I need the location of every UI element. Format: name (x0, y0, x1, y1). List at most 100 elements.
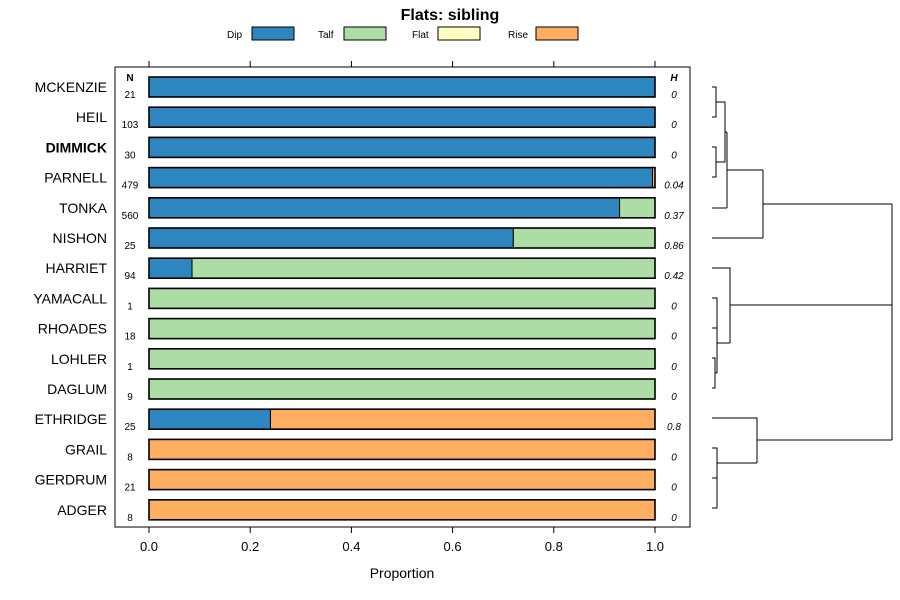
n-value: 560 (122, 211, 139, 222)
bar-segment-talf (148, 287, 656, 309)
x-tick-label: 1.0 (646, 539, 664, 554)
plot-frame (114, 66, 691, 528)
bar-outline (148, 287, 656, 310)
h-value: 0 (671, 332, 677, 343)
bar-outline (148, 227, 656, 249)
bar-outline (148, 106, 656, 128)
h-column-header: H (670, 73, 678, 84)
bar-segment-rise (148, 438, 656, 460)
bar-segment-talf (191, 257, 656, 279)
bar-segment-dip (148, 136, 656, 158)
bar-segment-rise (269, 408, 656, 430)
chart-title: Flats: sibling (401, 7, 500, 24)
h-value: 0 (671, 362, 677, 373)
h-value: 0.86 (664, 241, 684, 252)
h-value: 0 (671, 513, 677, 524)
bar-segment-dip (148, 257, 193, 279)
bar-outline (148, 498, 656, 521)
legend-label-flat: Flat (412, 30, 429, 41)
n-value: 21 (124, 483, 136, 494)
bar-segment-dip (148, 167, 653, 189)
bar-segment-talf (148, 378, 656, 400)
bar-segment-dip (148, 227, 514, 249)
dendrogram-branch (712, 297, 718, 329)
category-label: HEIL (76, 109, 107, 125)
category-label: ADGER (57, 502, 107, 518)
x-tick-label: 0.4 (342, 539, 360, 554)
bar-outline (148, 347, 656, 370)
h-value: 0.8 (667, 422, 681, 433)
dendrogram-branch (712, 357, 716, 389)
n-value: 21 (124, 90, 136, 101)
category-label: DIMMICK (46, 139, 107, 155)
legend-swatch-talf (343, 26, 387, 41)
x-tick-label: 0.0 (140, 539, 158, 554)
h-value: 0 (671, 150, 677, 161)
n-value: 479 (122, 181, 139, 192)
dendrogram-branch (712, 417, 758, 463)
bar-segment-talf (148, 348, 656, 370)
n-value: 1 (127, 362, 133, 373)
bar-outline (148, 197, 656, 219)
h-value: 0 (671, 301, 677, 312)
bar-segment-dip (148, 197, 621, 219)
n-value: 18 (124, 332, 136, 343)
x-tick-label: 0.2 (241, 539, 259, 554)
bar-outline (148, 378, 656, 400)
h-value: 0.37 (664, 211, 684, 222)
bar-outline (148, 408, 656, 431)
dendrogram-branch (718, 101, 726, 163)
n-value: 8 (127, 513, 133, 524)
n-value: 8 (127, 452, 133, 463)
category-label: NISHON (53, 230, 107, 246)
bar-outline (148, 76, 656, 98)
n-value: 94 (124, 271, 136, 282)
h-value: 0.04 (664, 181, 684, 192)
dendrogram-branch (712, 478, 718, 509)
x-axis: 0.0 0.2 0.4 0.6 0.8 1.0 (140, 61, 664, 554)
legend-label-rise: Rise (508, 30, 528, 41)
category-label: RHOADES (38, 321, 107, 337)
dendrogram-branch (712, 447, 718, 479)
bar-outline (148, 468, 656, 491)
bar-outline (148, 136, 656, 159)
legend: Dip Talf Flat Rise (227, 26, 579, 41)
n-value: 103 (122, 120, 139, 131)
x-axis-label: Proportion (370, 565, 435, 581)
bar-outline (148, 166, 656, 189)
bar-outline (148, 317, 656, 340)
n-value: 30 (124, 150, 136, 161)
category-label: LOHLER (51, 351, 107, 367)
bar-segment-talf (619, 197, 656, 219)
dendrogram-branch (712, 86, 717, 118)
bar-segment-dip (148, 408, 271, 430)
legend-swatch-flat (437, 26, 481, 41)
bar-segment-talf (148, 318, 656, 340)
h-value: 0 (671, 452, 677, 463)
dendrogram (712, 86, 893, 509)
x-tick-label: 0.6 (444, 539, 462, 554)
h-value: 0 (671, 90, 677, 101)
bar-outline (148, 438, 656, 461)
category-label: DAGLUM (47, 381, 107, 397)
bar-segment-talf (512, 227, 656, 249)
category-label: GERDRUM (35, 472, 107, 488)
category-label: GRAIL (65, 441, 107, 457)
bar-segment-rise (148, 469, 656, 491)
legend-label-dip: Dip (227, 30, 242, 41)
n-column-header: N (126, 73, 133, 84)
h-value: 0.42 (664, 271, 684, 282)
bar-rows: MCKENZIE 21 0 HEIL 103 0 DIMMICK 30 0 PARNELL 479 0… (33, 76, 684, 524)
x-tick-label: 0.8 (545, 539, 563, 554)
h-value: 0 (671, 120, 677, 131)
legend-swatch-dip (251, 26, 295, 41)
category-label: TONKA (59, 200, 108, 216)
category-label: MCKENZIE (35, 79, 107, 95)
legend-swatch-rise (535, 26, 579, 41)
h-value: 0 (671, 392, 677, 403)
category-label: HARRIET (46, 260, 108, 276)
bar-segment-rise (148, 499, 656, 521)
category-label: ETHRIDGE (35, 411, 107, 427)
legend-label-talf: Talf (318, 30, 334, 41)
